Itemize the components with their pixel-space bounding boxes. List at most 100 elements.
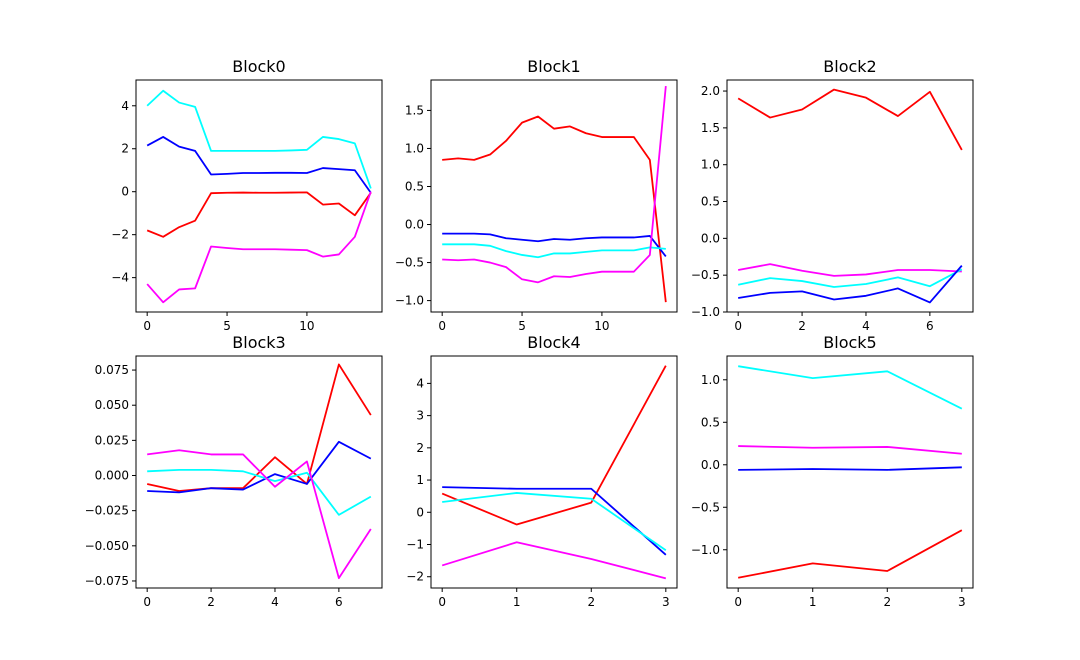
y-tick-label: 1.5 xyxy=(405,103,424,117)
series-line-2-3 xyxy=(738,265,963,304)
series-line-5-2 xyxy=(738,466,962,471)
x-tick-label: 2 xyxy=(798,319,806,333)
axes-frame xyxy=(726,355,974,589)
series-line-0-0 xyxy=(146,89,372,189)
y-tick-label: 0.0 xyxy=(701,231,720,245)
y-tick-label: 0.5 xyxy=(405,179,424,193)
series-line-5-0 xyxy=(738,365,963,410)
series-line-3-1 xyxy=(147,440,372,494)
x-tick-label: 3 xyxy=(662,595,670,609)
x-tick-label: 1 xyxy=(513,595,521,609)
y-tick-label: 0.000 xyxy=(95,469,129,483)
y-tick-label: 1.0 xyxy=(701,373,720,387)
x-tick-label: 0 xyxy=(143,595,151,609)
series-line-2-1 xyxy=(738,263,962,277)
series-line-0-2 xyxy=(146,191,372,238)
y-tick-label: 0.0 xyxy=(405,218,424,232)
series-line-4-2 xyxy=(442,492,667,552)
x-tick-label: 2 xyxy=(587,595,595,609)
y-tick-label: 1.5 xyxy=(701,121,720,135)
x-tick-label: 6 xyxy=(926,319,934,333)
series-line-0-3 xyxy=(146,191,372,304)
axes-frame xyxy=(135,355,383,589)
y-tick-label: 4 xyxy=(121,99,129,113)
y-tick-label: 2 xyxy=(416,441,424,455)
y-tick-label: −0.050 xyxy=(85,539,129,553)
x-tick-label: 4 xyxy=(862,319,870,333)
y-tick-label: 0.5 xyxy=(701,195,720,209)
y-tick-label: 0.025 xyxy=(95,433,129,447)
y-tick-label: −2 xyxy=(111,228,129,242)
x-tick-label: 6 xyxy=(335,595,343,609)
x-tick-label: 0 xyxy=(143,319,151,333)
x-tick-label: 0 xyxy=(438,319,446,333)
subplot-3: Block3 0 2 4 6 −0.075 −0.050 −0.025 0.000 0.025 0.… xyxy=(85,333,383,609)
series-line-5-1 xyxy=(738,445,962,455)
x-tick-label: 5 xyxy=(518,319,526,333)
series-line-3-2 xyxy=(147,468,372,516)
y-tick-label: −0.025 xyxy=(85,504,129,518)
axes-frame xyxy=(430,355,678,589)
x-tick-label: 4 xyxy=(271,595,279,609)
y-tick-label: 1.0 xyxy=(701,158,720,172)
y-tick-label: 0.075 xyxy=(95,363,129,377)
series-line-1-3 xyxy=(442,86,667,284)
subplot-2: Block2 0 2 4 6 −1.0 −0.5 0.0 0.5 1.0 1.5 2.0 xyxy=(691,57,974,333)
series-line-5-3 xyxy=(738,529,963,579)
subplot-0: Block0 0 5 10 −4 −2 0 2 4 xyxy=(111,57,383,333)
y-tick-label: 4 xyxy=(416,376,424,390)
axes-frame xyxy=(726,79,974,313)
y-tick-label: −1 xyxy=(406,538,424,552)
subplot-4: Block4 0 1 2 3 −2 −1 0 1 2 3 4 xyxy=(406,333,678,609)
series-line-4-0 xyxy=(441,365,667,526)
subplot-5: Block5 0 1 2 3 −1.0 −0.5 0.0 0.5 1.0 xyxy=(691,333,974,609)
x-tick-label: 2 xyxy=(207,595,215,609)
series-line-4-3 xyxy=(441,541,667,580)
subplot-title: Block5 xyxy=(823,333,876,352)
x-tick-label: 0 xyxy=(734,595,742,609)
x-tick-label: 10 xyxy=(594,319,609,333)
series-line-0-1 xyxy=(146,136,372,194)
x-tick-label: 5 xyxy=(223,319,231,333)
y-tick-label: 2 xyxy=(121,142,129,156)
y-tick-label: −0.075 xyxy=(85,574,129,588)
axes-frame xyxy=(430,79,678,313)
y-tick-label: 0 xyxy=(121,185,129,199)
axes-frame xyxy=(135,79,383,313)
series-line-1-2 xyxy=(442,243,666,259)
series-line-2-2 xyxy=(737,268,963,288)
series-line-3-0 xyxy=(146,363,372,492)
y-tick-label: −4 xyxy=(111,271,129,285)
y-tick-label: 0.0 xyxy=(701,458,720,472)
y-tick-label: −0.5 xyxy=(395,256,424,270)
x-tick-label: 0 xyxy=(438,595,446,609)
subplot-1: Block1 0 5 10 −1.0 −0.5 0.0 0.5 1.0 1.5 xyxy=(395,57,678,333)
y-tick-label: 3 xyxy=(416,409,424,423)
y-tick-label: −1.0 xyxy=(691,305,720,319)
x-tick-label: 10 xyxy=(299,319,314,333)
y-tick-label: −1.0 xyxy=(691,543,720,557)
x-tick-label: 2 xyxy=(883,595,891,609)
subplot-title: Block1 xyxy=(527,57,580,76)
y-tick-label: −2 xyxy=(406,570,424,584)
y-tick-label: −0.5 xyxy=(691,500,720,514)
y-tick-label: 2.0 xyxy=(701,84,720,98)
subplot-title: Block0 xyxy=(232,57,285,76)
y-tick-label: 0.5 xyxy=(701,415,720,429)
y-tick-label: 1 xyxy=(416,473,424,487)
series-line-2-0 xyxy=(737,88,963,151)
subplot-title: Block3 xyxy=(232,333,285,352)
series-line-3-3 xyxy=(147,449,372,580)
x-tick-label: 3 xyxy=(958,595,966,609)
y-tick-label: 0 xyxy=(416,505,424,519)
x-tick-label: 0 xyxy=(734,319,742,333)
y-tick-label: 1.0 xyxy=(405,141,424,155)
series-line-4-1 xyxy=(442,486,667,556)
x-tick-label: 1 xyxy=(809,595,817,609)
series-line-1-1 xyxy=(442,232,667,258)
subplot-title: Block4 xyxy=(527,333,580,352)
y-tick-label: 0.050 xyxy=(95,398,129,412)
y-tick-label: −0.5 xyxy=(691,268,720,282)
subplot-title: Block2 xyxy=(823,57,876,76)
